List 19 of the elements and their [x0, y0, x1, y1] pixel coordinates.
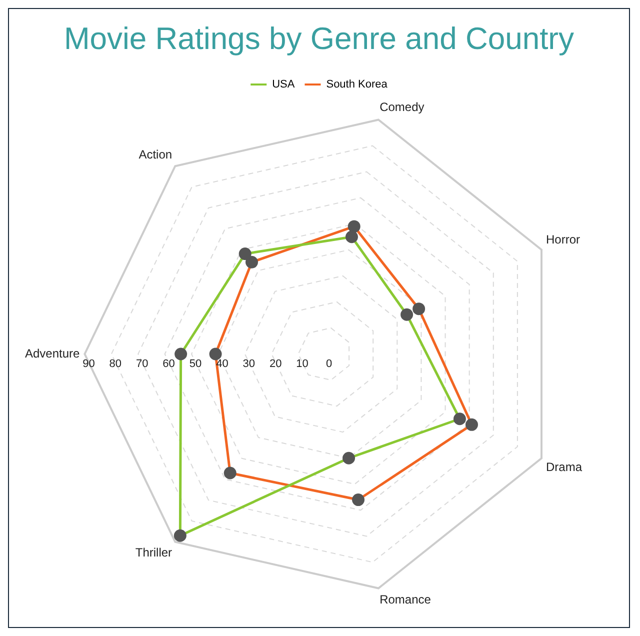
spoke-label: Comedy — [380, 100, 424, 114]
y-tick-label: 0 — [326, 358, 332, 370]
y-tick-label: 10 — [296, 358, 308, 370]
spoke-label: Drama — [546, 460, 582, 474]
spoke-label: Romance — [380, 592, 432, 607]
spoke-label: Adventure — [25, 346, 80, 360]
y-tick-label: 90 — [82, 358, 95, 370]
y-tick-label: 50 — [189, 358, 202, 370]
y-tick-label: 30 — [242, 358, 256, 370]
y-tick-label: 70 — [136, 358, 148, 370]
spoke-label: Thriller — [135, 545, 172, 560]
legend-label: South Korea — [326, 78, 388, 91]
y-tick-label: 80 — [109, 358, 122, 370]
y-tick-label: 20 — [269, 358, 282, 370]
chart-title: Movie Ratings by Genre and Country — [62, 21, 576, 58]
legend-label: USA — [272, 78, 296, 91]
spoke-label: Action — [138, 147, 172, 162]
y-tick-label: 60 — [162, 358, 175, 370]
spoke-label: Horror — [546, 232, 580, 247]
